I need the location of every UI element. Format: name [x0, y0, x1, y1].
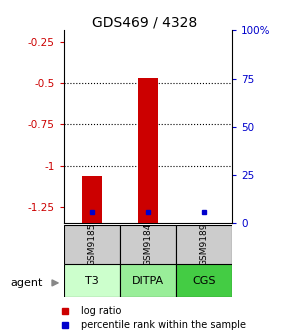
Bar [82, 175, 102, 223]
Text: T3: T3 [85, 276, 99, 286]
Text: log ratio: log ratio [81, 306, 122, 316]
Text: percentile rank within the sample: percentile rank within the sample [81, 320, 246, 330]
Text: GSM9185: GSM9185 [87, 223, 96, 266]
Text: GDS469 / 4328: GDS469 / 4328 [93, 15, 197, 29]
Text: agent: agent [10, 278, 43, 288]
Text: GSM9189: GSM9189 [200, 223, 209, 266]
Text: CGS: CGS [192, 276, 216, 286]
Bar [138, 78, 158, 223]
Bar [176, 225, 232, 264]
Bar [64, 225, 120, 264]
Text: DITPA: DITPA [132, 276, 164, 286]
Bar [120, 225, 176, 264]
Bar [64, 264, 120, 297]
Bar [176, 264, 232, 297]
Bar [120, 264, 176, 297]
Text: GSM9184: GSM9184 [143, 223, 153, 266]
